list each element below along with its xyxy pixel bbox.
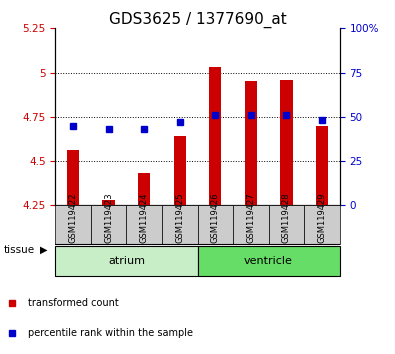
- Bar: [138, 173, 150, 205]
- Text: GSM119426: GSM119426: [211, 192, 220, 243]
- Text: atrium: atrium: [108, 256, 145, 266]
- Text: GSM119423: GSM119423: [104, 192, 113, 243]
- FancyBboxPatch shape: [198, 205, 233, 244]
- Bar: [209, 67, 222, 205]
- Text: GSM119427: GSM119427: [246, 192, 255, 243]
- FancyBboxPatch shape: [162, 205, 198, 244]
- Text: transformed count: transformed count: [28, 298, 118, 308]
- Text: tissue: tissue: [4, 245, 35, 255]
- Text: GSM119422: GSM119422: [69, 192, 77, 243]
- Title: GDS3625 / 1377690_at: GDS3625 / 1377690_at: [109, 12, 286, 28]
- FancyBboxPatch shape: [55, 205, 91, 244]
- Text: GSM119429: GSM119429: [318, 192, 326, 243]
- FancyBboxPatch shape: [55, 246, 198, 276]
- Text: GSM119428: GSM119428: [282, 192, 291, 243]
- Text: ventricle: ventricle: [244, 256, 293, 266]
- Text: ▶: ▶: [40, 245, 47, 255]
- FancyBboxPatch shape: [198, 246, 340, 276]
- FancyBboxPatch shape: [269, 205, 304, 244]
- Bar: [280, 80, 293, 205]
- Text: GSM119424: GSM119424: [140, 192, 149, 243]
- Bar: [173, 136, 186, 205]
- Bar: [316, 126, 328, 205]
- Bar: [245, 81, 257, 205]
- Text: percentile rank within the sample: percentile rank within the sample: [28, 328, 193, 338]
- Text: GSM119425: GSM119425: [175, 192, 184, 243]
- Bar: [67, 150, 79, 205]
- FancyBboxPatch shape: [233, 205, 269, 244]
- FancyBboxPatch shape: [91, 205, 126, 244]
- FancyBboxPatch shape: [126, 205, 162, 244]
- Bar: [102, 200, 115, 205]
- FancyBboxPatch shape: [304, 205, 340, 244]
